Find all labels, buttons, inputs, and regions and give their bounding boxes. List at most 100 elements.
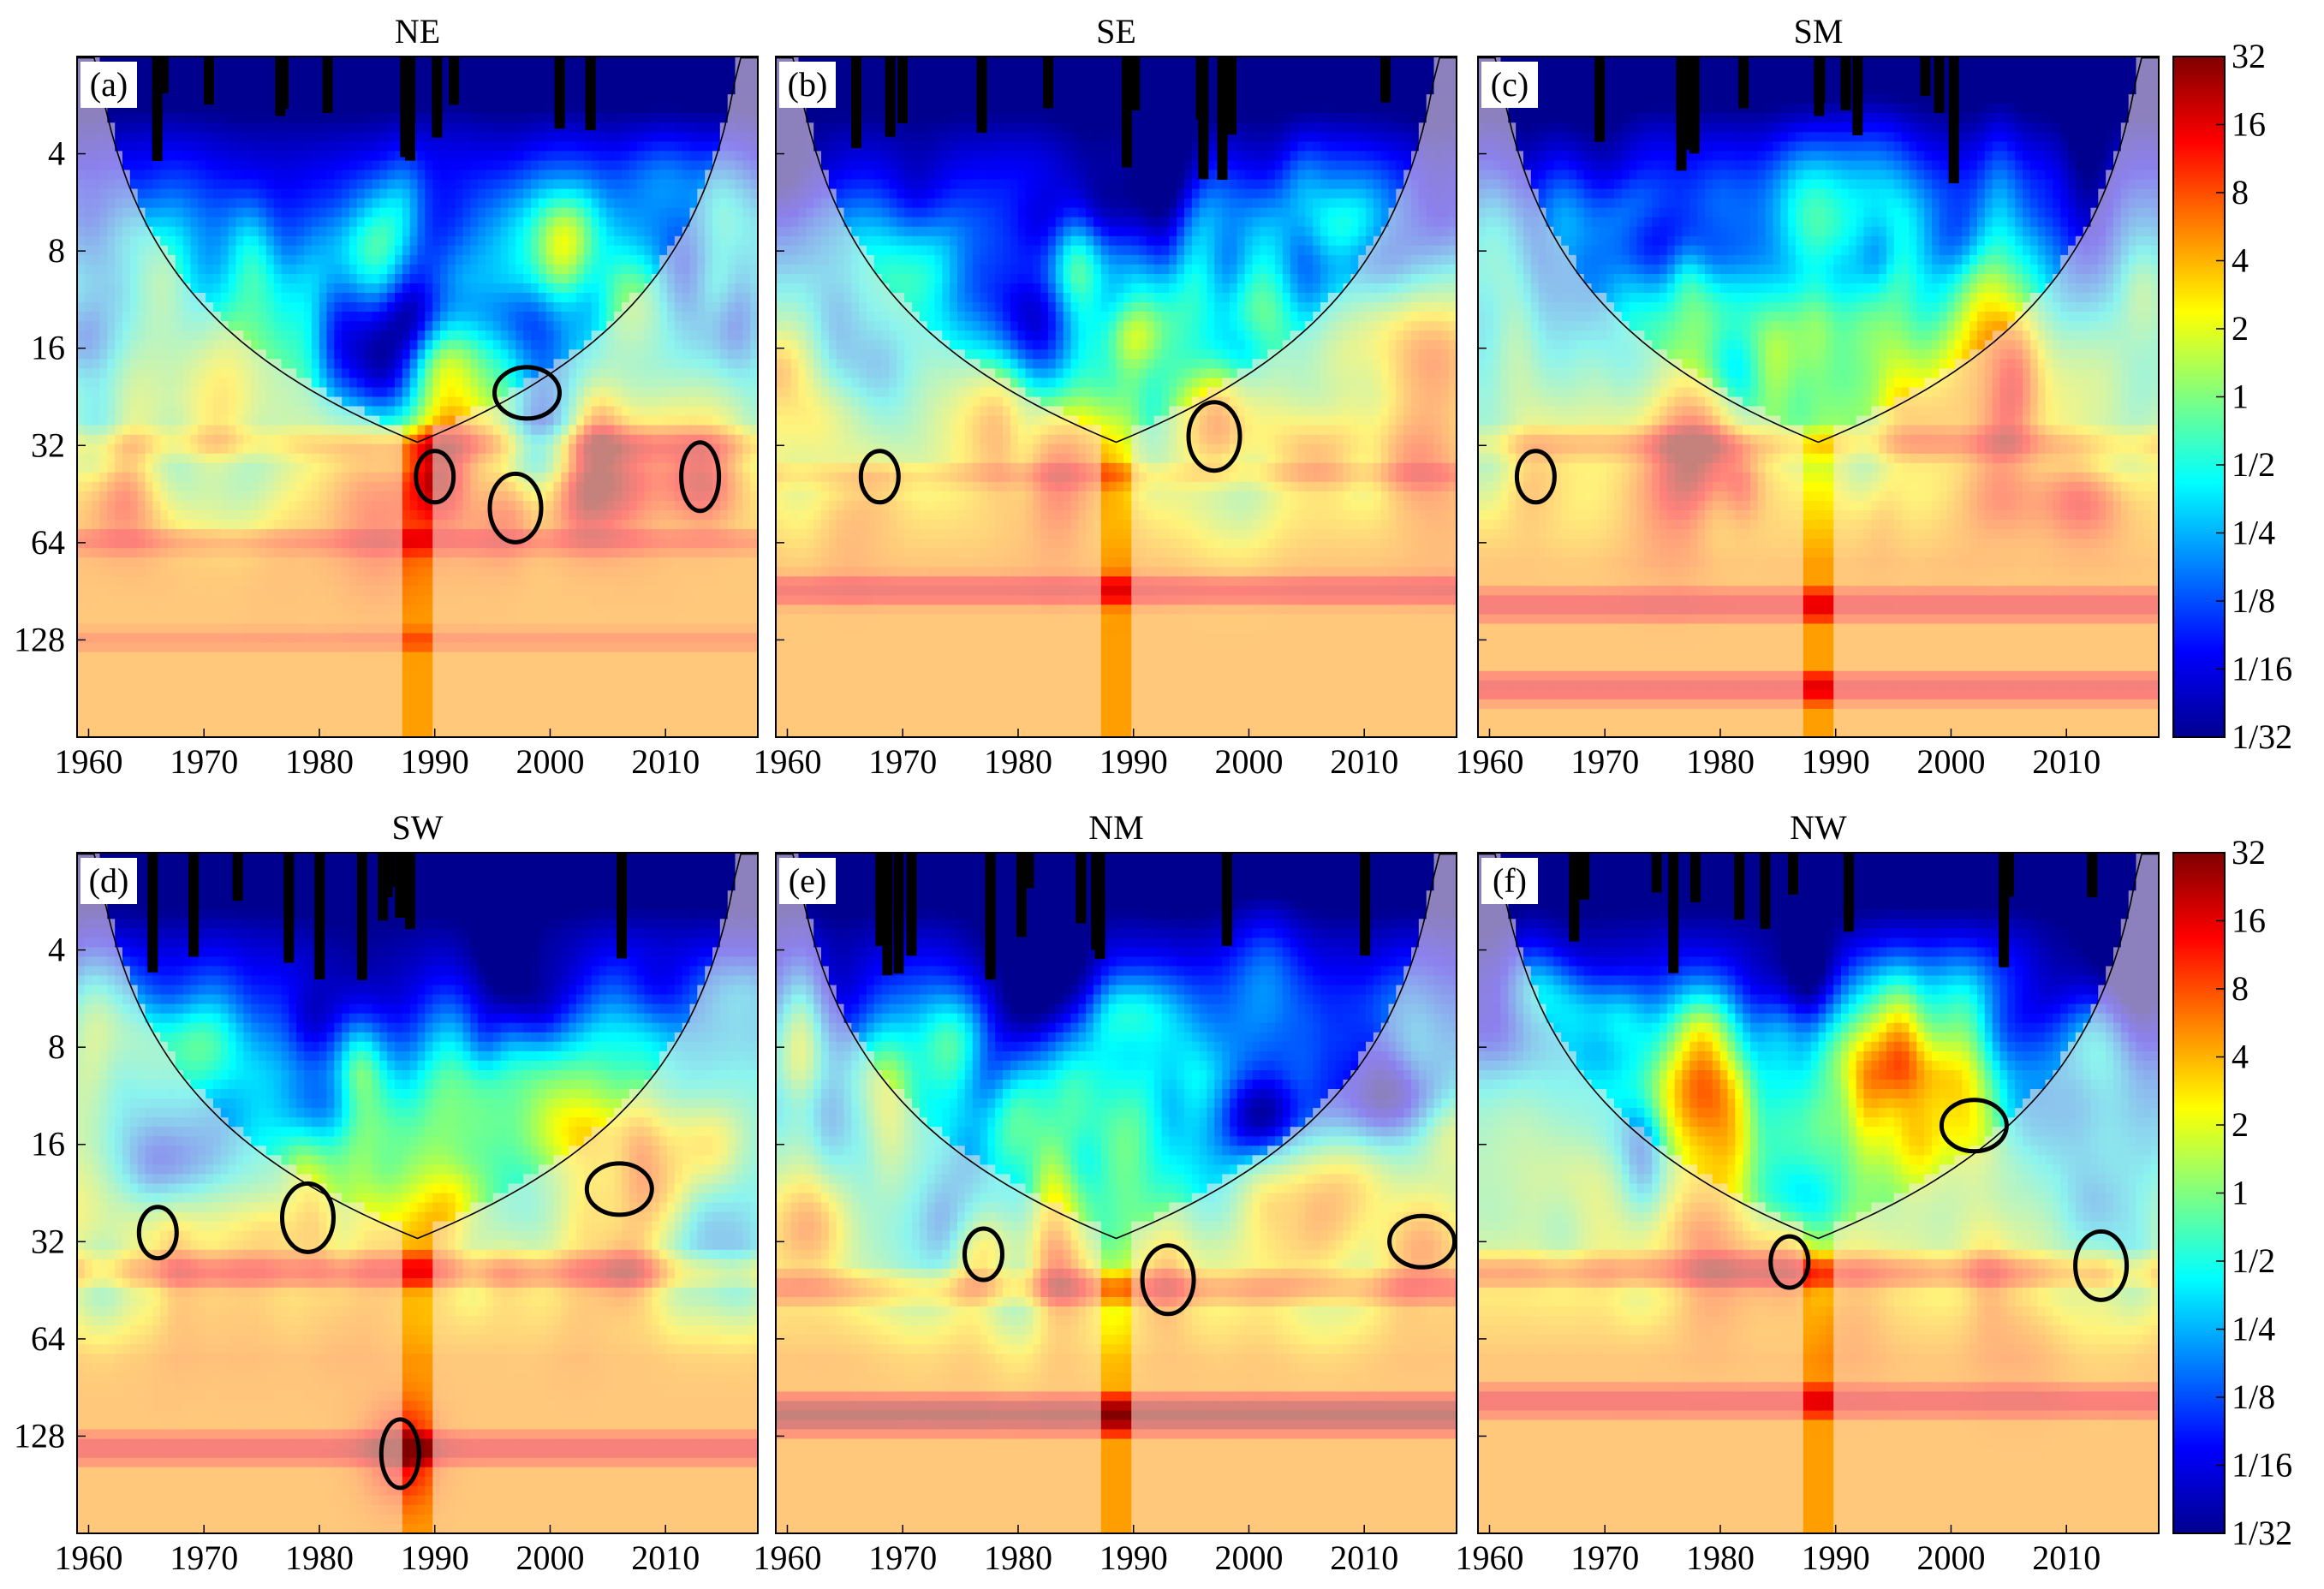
power-cell xyxy=(175,293,184,303)
power-cell xyxy=(379,293,388,303)
power-cell xyxy=(122,104,131,114)
power-cell xyxy=(235,283,244,294)
power-cell xyxy=(682,264,691,275)
power-cell xyxy=(206,462,214,473)
power-cell xyxy=(629,302,638,312)
power-cell xyxy=(235,567,244,577)
power-cell xyxy=(492,387,502,398)
power-cell xyxy=(652,415,660,426)
power-cell xyxy=(182,151,192,161)
power-cell xyxy=(538,302,547,312)
power-cell xyxy=(273,396,283,408)
power-cell xyxy=(296,104,305,114)
power-cell xyxy=(304,57,313,67)
power-cell xyxy=(667,529,676,539)
power-cell xyxy=(409,321,419,331)
power-cell xyxy=(553,491,562,502)
power-cell xyxy=(500,434,509,445)
power-cell xyxy=(569,548,577,558)
power-cell xyxy=(372,85,380,95)
power-cell xyxy=(425,207,433,218)
power-cell xyxy=(432,340,441,350)
power-cell xyxy=(304,274,313,284)
power-cell xyxy=(342,141,350,152)
power-cell xyxy=(622,434,630,445)
power-cell xyxy=(689,113,698,123)
power-cell xyxy=(462,293,471,303)
power-cell xyxy=(349,434,358,445)
power-cell xyxy=(213,57,222,67)
power-cell xyxy=(289,113,297,123)
power-cell xyxy=(160,104,169,114)
power-cell xyxy=(206,481,214,492)
power-cell xyxy=(697,170,706,181)
power-cell xyxy=(160,481,169,492)
power-cell xyxy=(682,415,691,426)
power-cell xyxy=(644,302,653,312)
power-cell xyxy=(304,198,313,209)
power-cell xyxy=(545,302,555,312)
power-cell xyxy=(735,66,743,76)
power-cell xyxy=(705,132,713,142)
power-cell xyxy=(228,443,237,455)
power-cell xyxy=(107,396,116,408)
power-cell xyxy=(508,312,516,322)
power-cell xyxy=(636,529,646,539)
power-cell xyxy=(492,501,502,511)
power-cell xyxy=(440,85,449,95)
power-cell xyxy=(478,472,486,483)
power-cell xyxy=(538,104,547,114)
power-cell xyxy=(395,198,403,209)
power-cell xyxy=(364,66,373,76)
power-cell xyxy=(697,151,706,161)
power-cell xyxy=(712,302,721,312)
power-cell xyxy=(576,198,585,209)
power-cell xyxy=(470,302,479,312)
power-cell xyxy=(122,415,131,426)
power-cell xyxy=(311,283,320,294)
power-cell xyxy=(447,283,456,294)
power-cell xyxy=(175,188,184,199)
power-cell xyxy=(606,217,615,228)
power-cell xyxy=(629,425,638,436)
power-cell xyxy=(137,113,146,123)
power-cell xyxy=(84,132,93,142)
power-cell xyxy=(122,302,131,312)
power-cell xyxy=(614,387,623,398)
power-cell xyxy=(243,321,252,331)
power-cell xyxy=(697,179,706,190)
power-cell xyxy=(129,160,139,171)
power-cell xyxy=(107,529,116,539)
power-cell xyxy=(486,160,494,171)
power-cell xyxy=(659,132,668,142)
power-cell xyxy=(364,264,373,275)
power-cell xyxy=(417,576,426,586)
power-cell xyxy=(319,443,328,455)
power-cell xyxy=(273,425,283,436)
power-cell xyxy=(84,170,93,181)
power-cell xyxy=(667,406,676,417)
power-cell xyxy=(440,94,449,104)
power-cell xyxy=(667,472,676,483)
power-cell xyxy=(175,453,184,464)
power-cell xyxy=(705,340,713,350)
power-cell xyxy=(296,283,305,294)
power-cell xyxy=(409,453,419,464)
power-cell xyxy=(727,491,736,502)
power-cell xyxy=(583,245,593,256)
power-cell xyxy=(334,188,343,199)
power-cell xyxy=(659,312,668,322)
power-cell xyxy=(689,510,698,521)
power-cell xyxy=(486,94,494,104)
power-cell xyxy=(576,94,585,104)
power-cell xyxy=(356,462,366,473)
power-cell xyxy=(583,434,593,445)
power-cell xyxy=(622,387,630,398)
power-cell xyxy=(712,443,721,455)
power-cell xyxy=(251,132,259,142)
power-cell xyxy=(629,170,638,181)
power-cell xyxy=(190,491,199,502)
power-cell xyxy=(364,481,373,492)
power-cell xyxy=(206,179,214,190)
power-cell xyxy=(251,340,259,350)
